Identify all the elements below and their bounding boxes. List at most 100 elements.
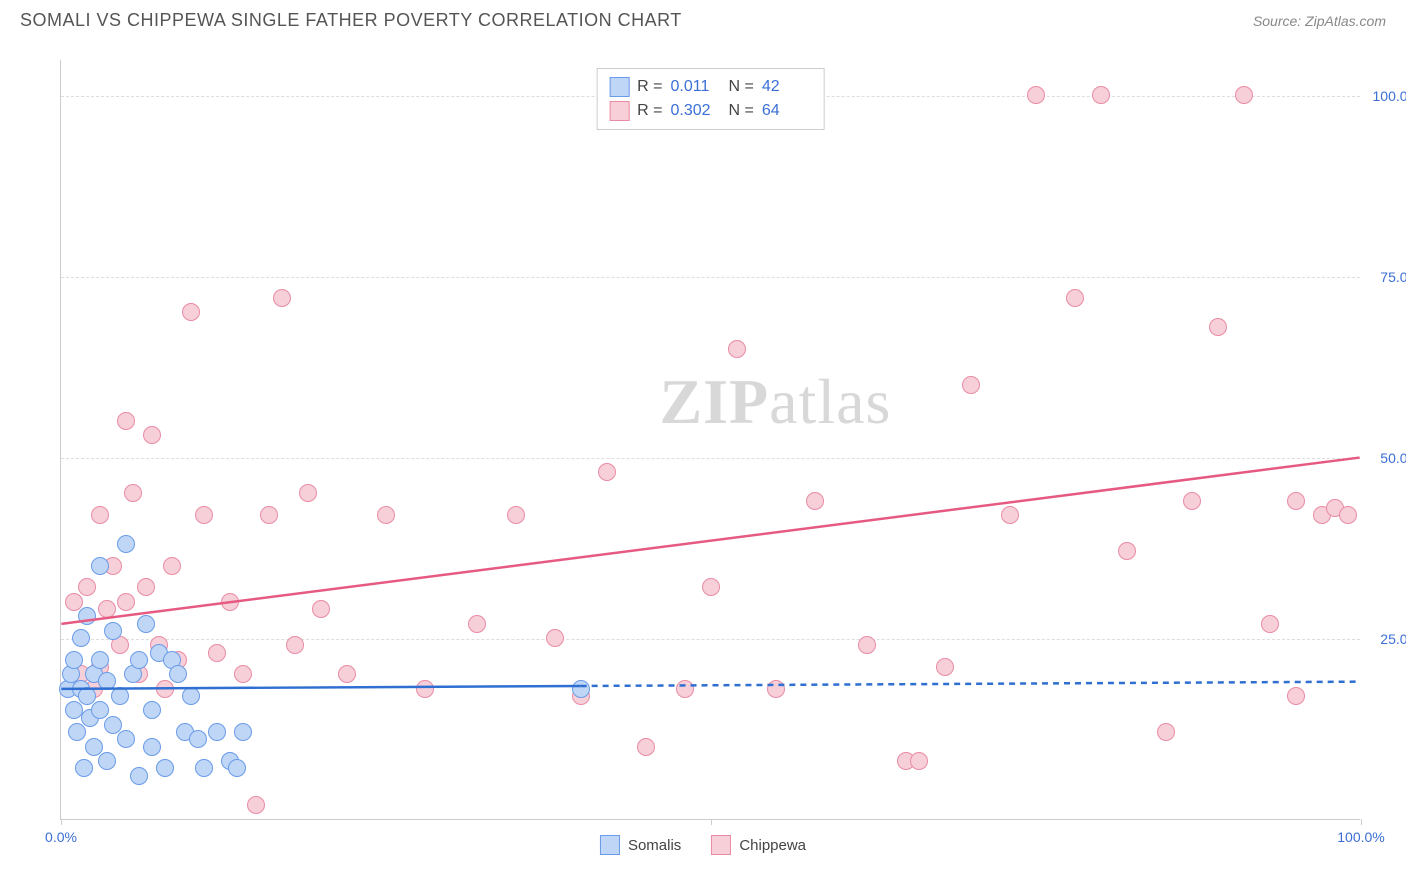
watermark-zip: ZIP [659,366,769,437]
scatter-point-chippewa [1287,687,1305,705]
scatter-point-chippewa [546,629,564,647]
scatter-point-chippewa [858,636,876,654]
scatter-point-somali [78,687,96,705]
scatter-point-chippewa [195,506,213,524]
y-tick-label: 25.0% [1380,631,1406,647]
scatter-point-somali [85,738,103,756]
scatter-point-chippewa [416,680,434,698]
scatter-point-chippewa [468,615,486,633]
scatter-point-somali [189,730,207,748]
scatter-point-somali [72,629,90,647]
scatter-point-somali [208,723,226,741]
r-value-chippewa: 0.302 [671,102,721,120]
r-value-somali: 0.011 [671,78,721,96]
scatter-point-chippewa [1027,86,1045,104]
scatter-point-chippewa [936,658,954,676]
scatter-point-somali [130,767,148,785]
scatter-point-somali [143,738,161,756]
scatter-point-chippewa [910,752,928,770]
watermark-atlas: atlas [769,366,891,437]
scatter-point-chippewa [124,484,142,502]
scatter-point-chippewa [98,600,116,618]
plot-area: ZIPatlas R = 0.011 N = 42 R = 0.302 N = … [60,60,1360,820]
legend-label-chippewa: Chippewa [739,837,806,854]
gridline [61,277,1360,278]
scatter-point-chippewa [143,426,161,444]
scatter-point-chippewa [1092,86,1110,104]
watermark: ZIPatlas [659,365,891,439]
legend-label-somali: Somalis [628,837,681,854]
swatch-somali [609,77,629,97]
scatter-point-somali [78,607,96,625]
scatter-point-somali [91,651,109,669]
scatter-point-somali [117,535,135,553]
swatch-chippewa [609,101,629,121]
scatter-point-chippewa [702,578,720,596]
n-value-somali: 42 [762,78,812,96]
scatter-point-chippewa [676,680,694,698]
stats-row-somali: R = 0.011 N = 42 [609,75,812,99]
scatter-point-somali [143,701,161,719]
scatter-point-chippewa [1066,289,1084,307]
scatter-point-somali [137,615,155,633]
x-tick [61,819,62,825]
scatter-point-chippewa [1287,492,1305,510]
scatter-point-chippewa [1118,542,1136,560]
scatter-point-chippewa [1183,492,1201,510]
scatter-point-chippewa [1261,615,1279,633]
scatter-point-somali [228,759,246,777]
scatter-point-chippewa [312,600,330,618]
scatter-point-somali [117,730,135,748]
scatter-point-chippewa [208,644,226,662]
scatter-point-somali [98,752,116,770]
n-label: N = [729,102,754,120]
trend-lines [61,60,1360,819]
scatter-point-chippewa [65,593,83,611]
scatter-point-somali [234,723,252,741]
scatter-point-chippewa [507,506,525,524]
scatter-point-chippewa [221,593,239,611]
source-attribution: Source: ZipAtlas.com [1253,13,1386,29]
scatter-point-chippewa [286,636,304,654]
scatter-point-chippewa [117,593,135,611]
gridline [61,639,1360,640]
scatter-point-chippewa [234,665,252,683]
scatter-point-chippewa [806,492,824,510]
scatter-point-chippewa [91,506,109,524]
scatter-point-chippewa [338,665,356,683]
scatter-point-somali [91,701,109,719]
stats-legend: R = 0.011 N = 42 R = 0.302 N = 64 [596,68,825,130]
x-max-label: 100.0% [1337,829,1384,845]
scatter-point-somali [98,672,116,690]
chart-container: Single Father Poverty ZIPatlas R = 0.011… [20,45,1386,865]
header-bar: SOMALI VS CHIPPEWA SINGLE FATHER POVERTY… [0,0,1406,36]
n-label: N = [729,78,754,96]
scatter-point-somali [104,622,122,640]
scatter-point-chippewa [728,340,746,358]
scatter-point-chippewa [1157,723,1175,741]
scatter-point-somali [156,759,174,777]
scatter-point-chippewa [247,796,265,814]
scatter-point-somali [111,687,129,705]
scatter-point-chippewa [598,463,616,481]
scatter-point-somali [104,716,122,734]
x-tick [711,819,712,825]
gridline [61,458,1360,459]
chart-title: SOMALI VS CHIPPEWA SINGLE FATHER POVERTY… [20,10,682,31]
legend-item-chippewa: Chippewa [711,835,806,855]
scatter-point-chippewa [182,303,200,321]
scatter-point-somali [572,680,590,698]
scatter-point-somali [68,723,86,741]
scatter-point-chippewa [163,557,181,575]
scatter-point-chippewa [1001,506,1019,524]
y-tick-label: 100.0% [1373,88,1406,104]
series-legend: Somalis Chippewa [600,835,806,855]
scatter-point-chippewa [1209,318,1227,336]
r-label: R = [637,102,662,120]
scatter-point-somali [130,651,148,669]
stats-row-chippewa: R = 0.302 N = 64 [609,99,812,123]
scatter-point-chippewa [156,680,174,698]
scatter-point-somali [75,759,93,777]
n-value-chippewa: 64 [762,102,812,120]
r-label: R = [637,78,662,96]
